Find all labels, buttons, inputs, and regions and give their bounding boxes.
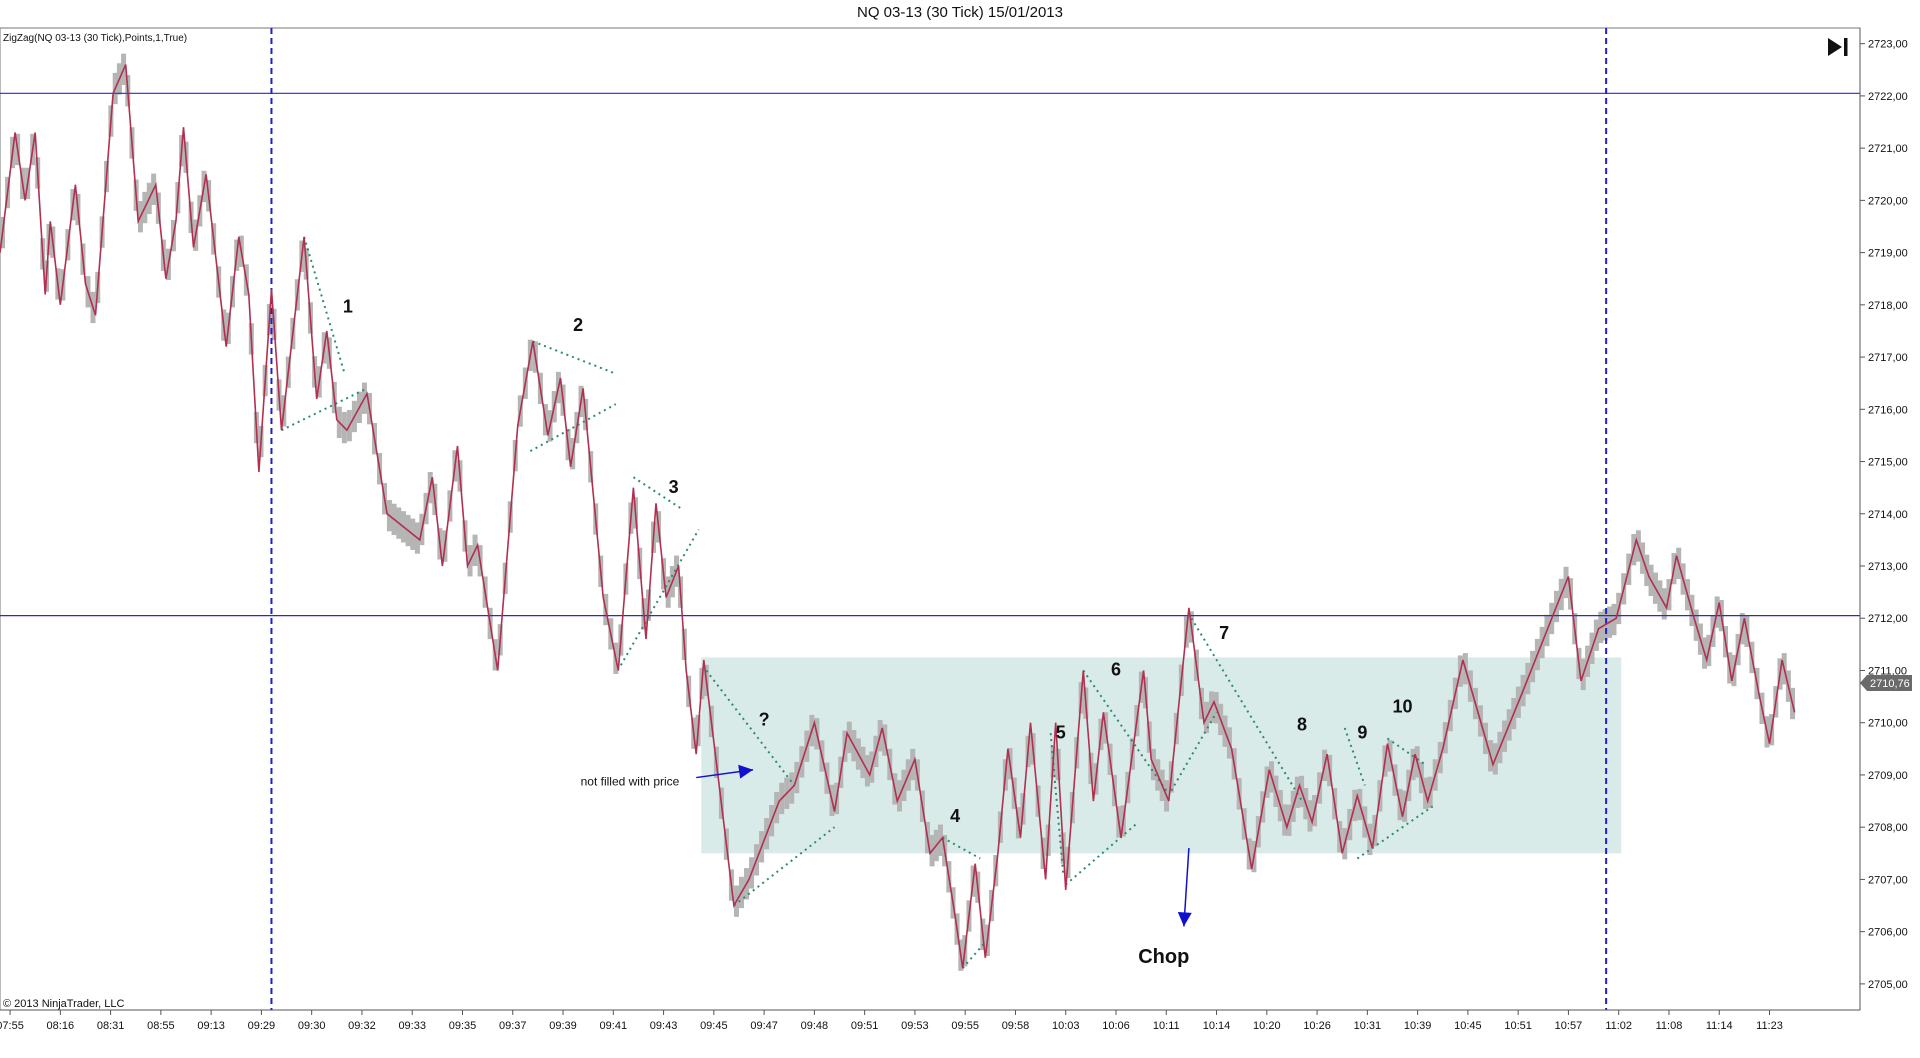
trendline (1343, 727, 1366, 786)
y-tick-label: 2715,00 (1868, 457, 1908, 469)
chart-annotation: 4 (950, 806, 960, 826)
x-tick-label: 09:47 (750, 1020, 778, 1032)
x-tick-label: 09:29 (248, 1020, 276, 1032)
current-price-label: 2710,76 (1870, 678, 1910, 690)
arrow-head (738, 764, 754, 779)
y-tick-label: 2706,00 (1868, 927, 1908, 939)
trendline (529, 403, 617, 452)
x-tick-label: 09:35 (449, 1020, 477, 1032)
x-tick-label: 09:13 (197, 1020, 225, 1032)
x-tick-label: 10:51 (1504, 1020, 1532, 1032)
y-tick-label: 2710,00 (1868, 718, 1908, 730)
x-tick-label: 09:32 (348, 1020, 376, 1032)
chart-annotation: 10 (1393, 696, 1413, 716)
chart-annotation: 3 (669, 477, 679, 497)
chart-annotation: ? (759, 709, 770, 729)
x-tick-label: 10:31 (1354, 1020, 1382, 1032)
y-tick-label: 2718,00 (1868, 300, 1908, 312)
y-tick-label: 2709,00 (1868, 770, 1908, 782)
y-tick-label: 2708,00 (1868, 822, 1908, 834)
x-tick-label: 08:16 (47, 1020, 75, 1032)
skip-to-end-icon[interactable] (1828, 38, 1848, 56)
trendline (705, 669, 796, 787)
x-tick-label: 10:57 (1555, 1020, 1583, 1032)
y-tick-label: 2712,00 (1868, 613, 1908, 625)
x-tick-label: 11:08 (1656, 1020, 1683, 1032)
trendline (1065, 821, 1140, 886)
chart-annotation: Chop (1138, 946, 1189, 968)
current-price-badge (1860, 675, 1912, 692)
x-tick-label: 11:02 (1605, 1020, 1632, 1032)
chart-annotation: 7 (1219, 623, 1229, 643)
y-tick-label: 2720,00 (1868, 195, 1908, 207)
y-tick-label: 2719,00 (1868, 248, 1908, 260)
chart-title: NQ 03-13 (30 Tick) 15/01/2013 (857, 4, 1063, 21)
x-tick-label: 08:31 (97, 1020, 125, 1032)
trendline (1386, 737, 1426, 766)
chart-annotation: 2 (573, 315, 583, 335)
copyright-text: © 2013 NinjaTrader, LLC (3, 998, 125, 1010)
trendline (619, 528, 700, 666)
y-tick-label: 2717,00 (1868, 352, 1908, 364)
trendline (281, 387, 368, 432)
y-tick-label: 2713,00 (1868, 561, 1908, 573)
x-tick-label: 10:45 (1454, 1020, 1482, 1032)
x-tick-label: 08:55 (147, 1020, 175, 1032)
x-tick-label: 09:41 (600, 1020, 628, 1032)
y-tick-label: 2707,00 (1868, 874, 1908, 886)
x-tick-label: 10:11 (1153, 1020, 1180, 1032)
trendline (1082, 669, 1168, 792)
x-tick-label: 09:30 (298, 1020, 326, 1032)
x-tick-label: 09:45 (700, 1020, 728, 1032)
indicator-label: ZigZag(NQ 03-13 (30 Tick),Points,1,True) (3, 33, 188, 44)
x-tick-label: 11:23 (1756, 1020, 1783, 1032)
chart-annotation: 5 (1056, 722, 1066, 742)
x-tick-label: 07:55 (0, 1020, 24, 1032)
x-tick-label: 10:26 (1303, 1020, 1331, 1032)
x-tick-label: 09:53 (901, 1020, 929, 1032)
chart-annotation: not filled with price (581, 774, 680, 788)
x-tick-label: 10:14 (1203, 1020, 1231, 1032)
y-tick-label: 2723,00 (1868, 39, 1908, 51)
chart-annotation: 8 (1297, 715, 1307, 735)
trendline (532, 340, 614, 374)
x-tick-label: 10:20 (1253, 1020, 1281, 1032)
x-tick-label: 09:43 (650, 1020, 678, 1032)
x-tick-label: 10:03 (1052, 1020, 1080, 1032)
y-tick-label: 2711,00 (1868, 665, 1907, 677)
arrow-head (1177, 912, 1192, 927)
x-tick-label: 09:55 (951, 1020, 979, 1032)
y-tick-label: 2705,00 (1868, 979, 1908, 991)
chart-annotation: 9 (1357, 722, 1367, 742)
x-tick-label: 09:48 (801, 1020, 829, 1032)
y-tick-label: 2722,00 (1868, 91, 1908, 103)
y-tick-label: 2714,00 (1868, 509, 1908, 521)
chart-annotation: 6 (1111, 660, 1121, 680)
x-tick-label: 09:58 (1002, 1020, 1030, 1032)
x-tick-label: 09:39 (549, 1020, 577, 1032)
y-tick-label: 2721,00 (1868, 143, 1908, 155)
chop-range-box (701, 657, 1622, 854)
zigzag-line (0, 64, 1796, 969)
x-tick-label: 09:51 (851, 1020, 879, 1032)
x-tick-label: 10:06 (1102, 1020, 1130, 1032)
x-tick-label: 09:37 (499, 1020, 527, 1032)
x-tick-label: 11:14 (1706, 1020, 1733, 1032)
y-tick-label: 2716,00 (1868, 404, 1908, 416)
trendline (942, 836, 981, 860)
x-tick-label: 10:39 (1404, 1020, 1432, 1032)
chart-annotation: 1 (343, 297, 353, 317)
x-tick-label: 09:33 (398, 1020, 426, 1032)
